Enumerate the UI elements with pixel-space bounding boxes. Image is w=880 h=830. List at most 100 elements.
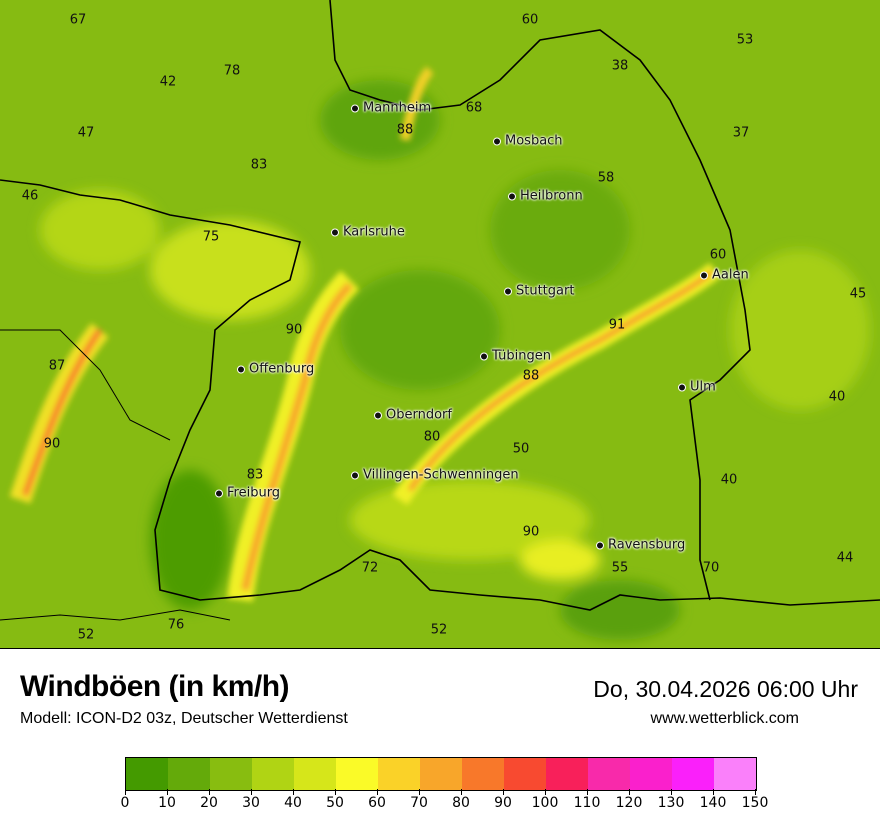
gust-value-label: 83 [250,157,268,173]
legend-tick-label: 90 [494,795,512,811]
city-label: Offenburg [249,361,315,377]
gust-value-label: 67 [69,12,87,28]
city-label: Ulm [690,379,716,395]
legend-swatch [588,758,630,790]
legend-tick-label: 110 [573,795,601,811]
city-label: Oberndorf [386,407,452,423]
city-label: Stuttgart [516,283,575,299]
city-marker: Mannheim [351,101,431,116]
city-label: Aalen [712,267,749,283]
legend-tick-mark [167,789,168,795]
legend-tick-label: 0 [120,795,130,811]
model-info: Modell: ICON-D2 03z, Deutscher Wetterdie… [20,710,348,727]
legend-tick-label: 60 [368,795,386,811]
gust-value-label: 37 [732,125,750,141]
city-label: Karlsruhe [343,224,405,240]
gust-value-label: 58 [597,170,615,186]
gust-value-label: 38 [611,58,629,74]
legend-tick-label: 80 [452,795,470,811]
legend-tick-mark [209,789,210,795]
legend-swatch [378,758,420,790]
legend-tick-label: 130 [657,795,685,811]
city-dot-icon [331,228,339,236]
legend-tick-mark [251,789,252,795]
city-label: Mannheim [363,100,432,116]
gust-value-label: 83 [246,467,264,483]
city-dot-icon [351,471,359,479]
legend-swatch [210,758,252,790]
forecast-datetime: Do, 30.04.2026 06:00 Uhr [593,676,858,702]
legend-swatch [462,758,504,790]
legend-tick-mark [377,789,378,795]
city-dot-icon [215,489,223,497]
gust-value-label: 72 [361,560,379,576]
legend-swatch [672,758,714,790]
city-dot-icon [700,271,708,279]
city-marker: Villingen-Schwenningen [351,468,519,483]
gust-value-label: 46 [21,188,39,204]
gust-value-label: 90 [522,524,540,540]
legend-swatch [420,758,462,790]
city-marker: Stuttgart [504,284,574,299]
city-dot-icon [504,287,512,295]
city-marker: Mosbach [493,134,563,149]
city-marker: Tübingen [480,349,551,364]
gust-value-label: 80 [423,429,441,445]
gust-value-label: 91 [608,317,626,333]
color-scale-legend [125,757,757,791]
city-dot-icon [374,411,382,419]
gust-value-label: 68 [465,100,483,116]
legend-tick-mark [293,789,294,795]
legend-swatch [168,758,210,790]
legend-ticks: 0 10 20 30 40 50 60 70 80 90 100 110 120 130 140 150 [121,789,768,819]
legend-tick-label: 150 [741,795,769,811]
legend-swatch [336,758,378,790]
legend-tick-mark [545,789,546,795]
legend-tick-label: 100 [531,795,559,811]
city-marker: Ulm [678,380,716,395]
city-label: Tübingen [492,348,551,364]
city-dot-icon [493,137,501,145]
wind-gust-map: 67 60 53 38 42 78 47 88 68 37 83 58 46 75 60 45 90 91 87 88… [0,0,880,649]
legend-tick-mark [419,789,420,795]
gust-value-label: 52 [77,627,95,643]
gust-value-label: 52 [430,622,448,638]
gust-value-label: 44 [836,550,854,566]
city-dot-icon [237,365,245,373]
gust-value-label: 55 [611,560,629,576]
gust-value-label: 60 [521,12,539,28]
legend-tick-label: 140 [699,795,727,811]
legend-tick-mark [503,789,504,795]
map-title: Windböen (in km/h) [20,670,290,703]
legend-tick-mark [671,789,672,795]
city-label: Villingen-Schwenningen [363,467,519,483]
city-dot-icon [480,352,488,360]
legend-tick-label: 30 [242,795,260,811]
legend-swatch [252,758,294,790]
city-dot-icon [678,383,686,391]
gust-value-label: 76 [167,617,185,633]
gust-value-label: 90 [43,436,61,452]
gust-value-label: 47 [77,125,95,141]
map-background [0,0,880,648]
legend-tick-mark [629,789,630,795]
legend-tick-mark [755,789,756,795]
city-marker: Oberndorf [374,408,452,423]
gust-value-label: 70 [702,560,720,576]
legend-tick-mark [713,789,714,795]
gust-value-label: 50 [512,441,530,457]
city-marker: Freiburg [215,486,280,501]
legend-swatch [126,758,168,790]
legend-tick-label: 70 [410,795,428,811]
city-marker: Aalen [700,268,749,283]
gust-value-label: 90 [285,322,303,338]
borders [0,0,880,621]
gust-value-label: 45 [849,286,867,302]
gust-value-label: 42 [159,74,177,90]
city-dot-icon [351,104,359,112]
city-marker: Offenburg [237,362,314,377]
gust-value-label: 60 [709,247,727,263]
legend-swatch [294,758,336,790]
city-dot-icon [508,192,516,200]
website-link[interactable]: www.wetterblick.com [650,710,799,727]
